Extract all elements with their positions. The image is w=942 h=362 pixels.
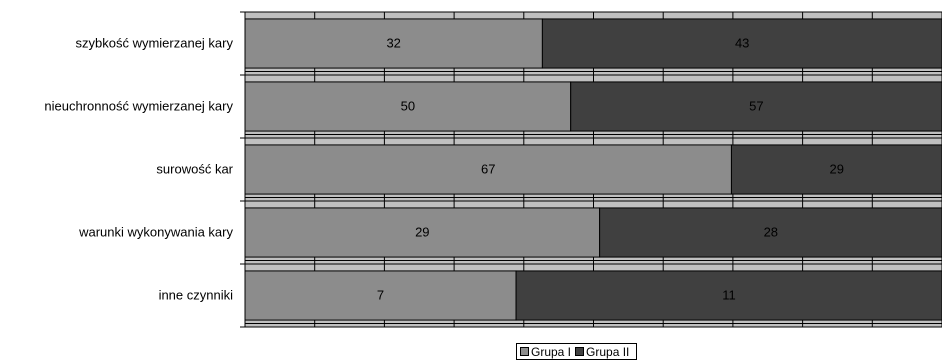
category-label: nieuchronność wymierzanej kary <box>44 99 233 114</box>
bar-grupa-2 <box>515 270 942 321</box>
data-label: 28 <box>764 225 778 240</box>
legend-item-grupa-1: Grupa I <box>520 345 575 359</box>
data-label: 29 <box>829 162 843 177</box>
bar-grupa-2 <box>570 81 942 132</box>
legend-label-grupa-1: Grupa I <box>531 344 572 359</box>
bar-grupa-1 <box>244 144 732 195</box>
bar-grupa-1 <box>244 18 543 69</box>
legend-label-grupa-2: Grupa II <box>586 344 630 359</box>
category-label: surowość kar <box>156 162 233 177</box>
bar-grupa-2 <box>730 144 942 195</box>
legend: Grupa I Grupa II <box>516 343 638 360</box>
bar-grupa-1 <box>244 81 572 132</box>
data-label: 50 <box>401 99 415 114</box>
category-label: szybkość wymierzanej kary <box>76 36 234 51</box>
category-label: warunki wykonywania kary <box>78 225 233 240</box>
data-label: 7 <box>377 288 384 303</box>
bar-grupa-2 <box>541 18 942 69</box>
category-label: inne czynniki <box>159 288 234 303</box>
data-label: 57 <box>749 99 763 114</box>
legend-swatch-grupa-1 <box>520 347 529 356</box>
data-label: 11 <box>722 288 736 303</box>
legend-item-grupa-2: Grupa II <box>575 345 633 359</box>
data-label: 29 <box>415 225 429 240</box>
bar-grupa-2 <box>599 207 942 258</box>
data-label: 43 <box>735 36 749 51</box>
legend-swatch-grupa-2 <box>575 347 585 356</box>
bar-grupa-1 <box>244 207 601 258</box>
data-label: 67 <box>481 162 495 177</box>
data-label: 32 <box>386 36 400 51</box>
